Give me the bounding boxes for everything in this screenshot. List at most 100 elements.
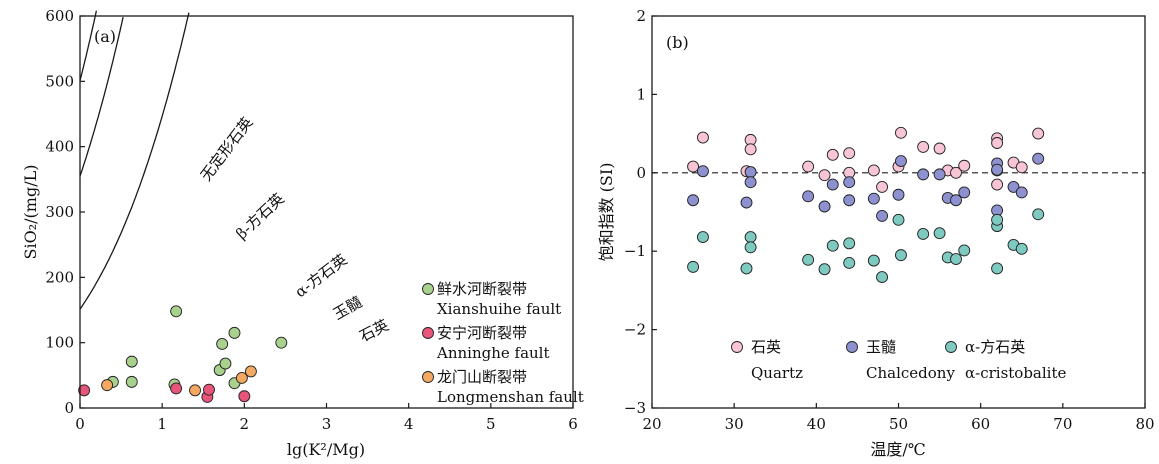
panel-b-ylabel: 饱和指数 (SI) xyxy=(597,163,616,262)
data-point-chalcedony xyxy=(1032,152,1045,165)
panel-a-ylabel: SiO₂/(mg/L) xyxy=(21,165,40,260)
y-tick-label: 600 xyxy=(45,7,74,25)
data-point-anninghe xyxy=(203,383,215,396)
panel-a-ticks: 0 1 2 3 4 5 6 0 100 200 300 400 500 600 xyxy=(45,7,577,433)
y-tick-label: −2 xyxy=(624,321,646,339)
data-point-quartz xyxy=(876,180,889,193)
data-point-cristobalite xyxy=(892,213,905,226)
y-tick-label: 300 xyxy=(45,203,74,221)
data-point-quartz xyxy=(991,178,1004,191)
legend-label-en-cristobalite: α-cristobalite xyxy=(965,364,1066,382)
data-point-quartz xyxy=(950,166,962,179)
data-point-cristobalite xyxy=(843,237,856,250)
equilibrium-curves xyxy=(79,10,190,310)
equilibrium-curve-3 xyxy=(79,16,124,177)
panel-a-xlabel: lg(K²/Mg) xyxy=(287,440,365,459)
data-point-xianshuihe xyxy=(125,355,138,368)
data-point-chalcedony xyxy=(876,209,889,222)
y-tick-label: 0 xyxy=(64,399,74,417)
data-point-cristobalite xyxy=(933,227,946,240)
data-point-cristobalite xyxy=(744,231,757,244)
legend-marker-longmenshan xyxy=(422,371,434,383)
data-point-chalcedony xyxy=(802,190,815,203)
panel-b: 20 30 40 50 60 70 80 −3 −2 −1 0 1 2 (b) 温度/℃ 饱和指数 (S… xyxy=(597,7,1155,459)
data-point-quartz xyxy=(991,137,1004,149)
data-point-cristobalite xyxy=(991,262,1004,275)
data-point-anninghe xyxy=(78,384,91,397)
legend-marker-xianshuihe xyxy=(422,283,434,295)
legend-label-chalcedony: 玉髓 xyxy=(866,338,896,356)
legend-marker-chalcedony xyxy=(846,341,858,353)
panel-b-legend: 石英 Quartz 玉髓 Chalcedony α-方石英 α-cristobalite xyxy=(731,338,1066,382)
curve-label-alpha-cristobalite: α-方石英 xyxy=(292,251,351,302)
y-tick-label: 2 xyxy=(636,7,646,25)
data-point-quartz xyxy=(917,140,930,153)
data-point-quartz xyxy=(895,126,907,139)
panel-b-points xyxy=(687,126,1045,284)
x-tick-label: 30 xyxy=(725,415,744,433)
data-point-xianshuihe xyxy=(219,357,232,370)
y-tick-label: 200 xyxy=(45,268,74,286)
x-tick-label: 70 xyxy=(1053,415,1072,433)
x-tick-label: 40 xyxy=(807,415,826,433)
data-point-chalcedony xyxy=(696,165,709,178)
y-tick-label: 400 xyxy=(45,138,74,156)
data-point-cristobalite xyxy=(991,213,1004,226)
data-point-longmenshan xyxy=(235,371,248,384)
data-point-quartz xyxy=(802,160,815,173)
y-tick-label: 500 xyxy=(45,72,74,90)
legend-label-xianshuihe: 鲜水河断裂带 xyxy=(437,280,527,298)
curve-label-beta-cristobalite: β-方石英 xyxy=(232,190,287,243)
x-tick-label: 20 xyxy=(642,415,661,433)
legend-marker-cristobalite xyxy=(945,341,957,353)
data-point-chalcedony xyxy=(744,166,757,178)
data-point-quartz xyxy=(818,169,831,182)
data-point-cristobalite xyxy=(740,262,753,275)
x-tick-label: 2 xyxy=(240,415,250,433)
y-tick-label: −1 xyxy=(624,242,646,260)
data-point-chalcedony xyxy=(1015,186,1028,199)
y-tick-label: 0 xyxy=(636,164,646,182)
x-tick-label: 0 xyxy=(75,415,85,433)
data-point-quartz xyxy=(696,131,709,144)
data-point-cristobalite xyxy=(687,260,700,273)
legend-marker-anninghe xyxy=(422,327,434,339)
y-tick-label: 100 xyxy=(45,334,74,352)
data-point-chalcedony xyxy=(843,176,856,189)
data-point-cristobalite xyxy=(744,241,757,254)
curve-label-chalcedony: 玉髓 xyxy=(330,293,365,324)
x-tick-label: 60 xyxy=(971,415,990,433)
data-point-cristobalite xyxy=(950,253,962,265)
data-point-chalcedony xyxy=(843,194,856,207)
data-point-chalcedony xyxy=(1007,180,1020,193)
legend-label-en-quartz: Quartz xyxy=(751,364,803,382)
legend-label-en-xianshuihe: Xianshuihe fault xyxy=(437,300,561,318)
legend-label-quartz: 石英 xyxy=(751,338,781,356)
data-point-chalcedony xyxy=(895,155,907,167)
data-point-longmenshan xyxy=(244,365,257,378)
data-point-xianshuihe xyxy=(170,305,183,318)
data-point-longmenshan xyxy=(101,379,114,392)
data-point-cristobalite xyxy=(1015,242,1028,255)
curve-label-amorphous: 无定形石英 xyxy=(197,114,257,185)
data-point-cristobalite xyxy=(895,249,907,262)
panel-a: 0 1 2 3 4 5 6 0 100 200 300 400 500 600 (a) 无定形石英 β-方… xyxy=(21,7,584,459)
equilibrium-curve-4 xyxy=(79,12,190,310)
data-point-cristobalite xyxy=(818,263,831,276)
data-point-chalcedony xyxy=(917,168,930,181)
legend-label-cristobalite: α-方石英 xyxy=(965,338,1025,356)
x-tick-label: 4 xyxy=(404,415,414,433)
legend-label-anninghe: 安宁河断裂带 xyxy=(437,324,527,342)
data-point-quartz xyxy=(958,159,971,172)
data-point-cristobalite xyxy=(802,253,815,266)
data-point-xianshuihe xyxy=(125,375,138,388)
data-point-quartz xyxy=(1032,127,1045,140)
panel-b-xlabel: 温度/℃ xyxy=(870,440,925,459)
data-point-quartz xyxy=(826,148,839,161)
curve-labels: 无定形石英 β-方石英 α-方石英 玉髓 石英 xyxy=(197,114,392,346)
data-point-chalcedony xyxy=(744,176,757,189)
y-tick-label: 1 xyxy=(636,85,646,103)
curve-label-quartz: 石英 xyxy=(357,316,392,346)
data-point-cristobalite xyxy=(867,254,880,267)
